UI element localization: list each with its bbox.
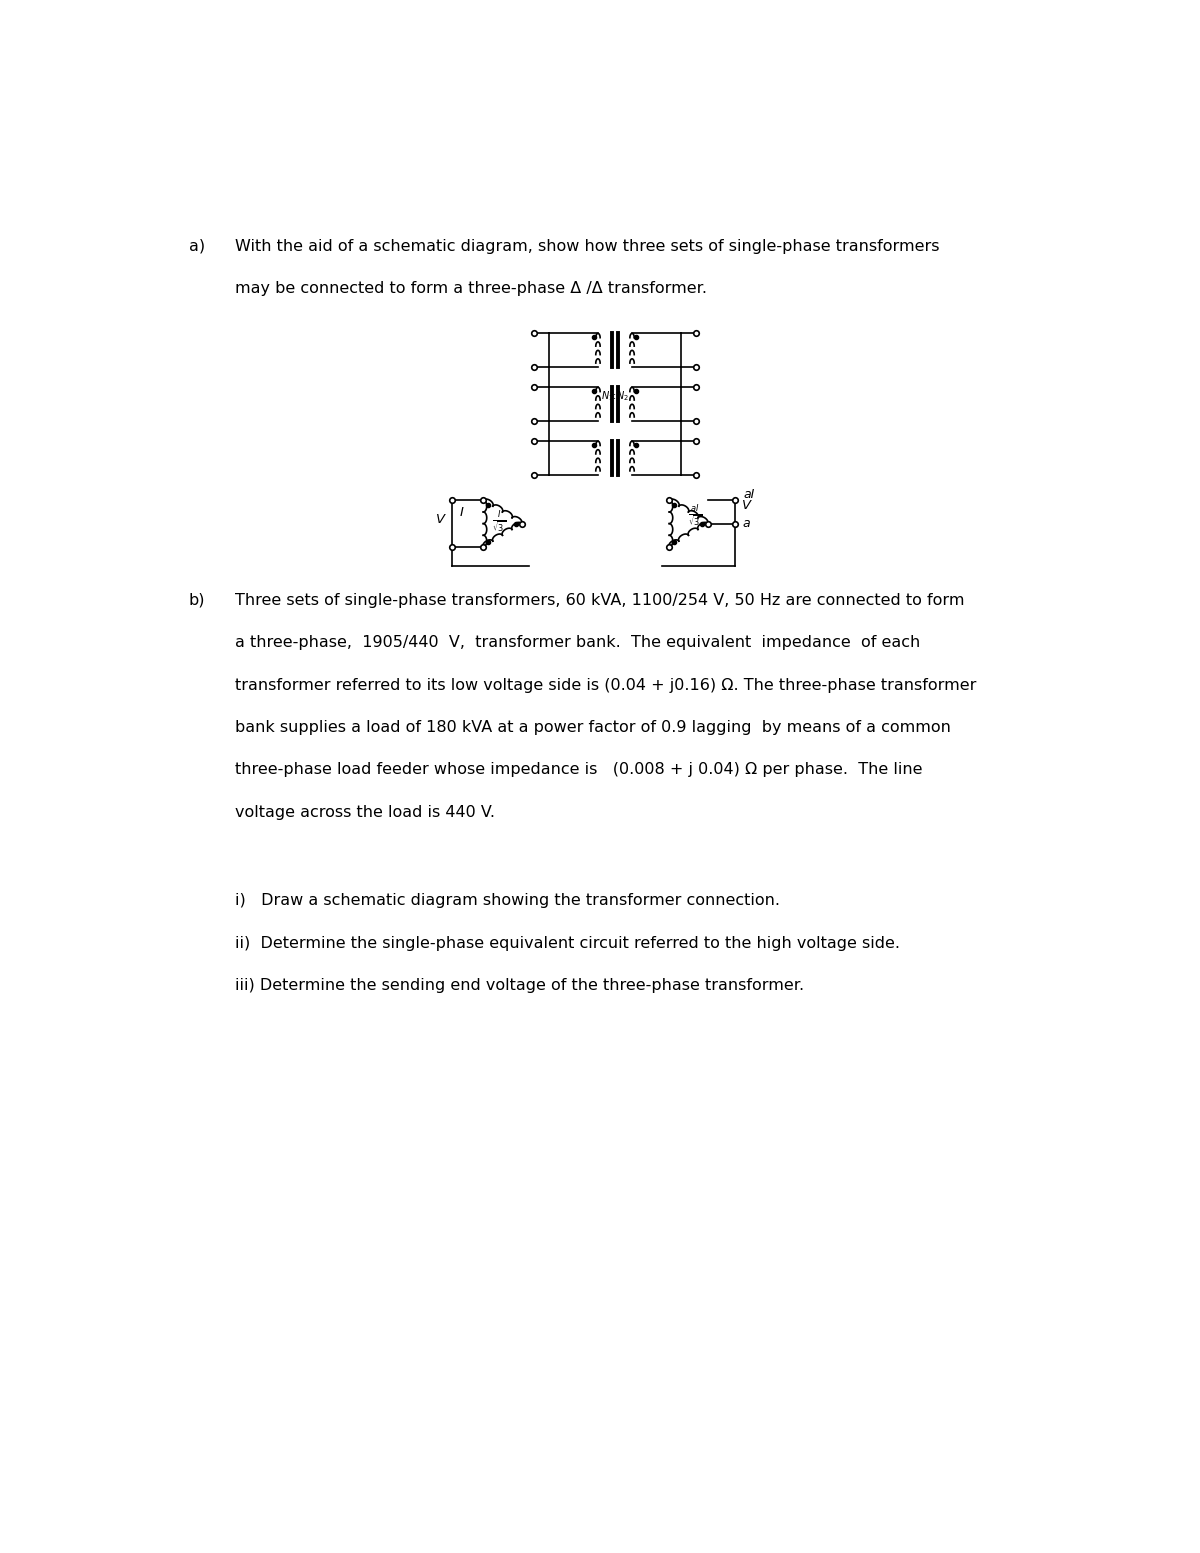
Text: V: V: [436, 514, 445, 526]
Text: transformer referred to its low voltage side is (0.04 + j0.16) Ω. The three-phas: transformer referred to its low voltage …: [235, 677, 977, 693]
Text: a): a): [188, 239, 205, 253]
Text: ii)  Determine the single-phase equivalent circuit referred to the high voltage : ii) Determine the single-phase equivalen…: [235, 935, 900, 950]
Text: i)   Draw a schematic diagram showing the transformer connection.: i) Draw a schematic diagram showing the …: [235, 893, 780, 909]
Text: voltage across the load is 440 V.: voltage across the load is 440 V.: [235, 804, 496, 820]
Text: I: I: [460, 506, 463, 519]
Text: Three sets of single-phase transformers, 60 kVA, 1100/254 V, 50 Hz are connected: Three sets of single-phase transformers,…: [235, 593, 965, 607]
Text: a three-phase,  1905/440  V,  transformer bank.  The equivalent  impedance  of e: a three-phase, 1905/440 V, transformer b…: [235, 635, 920, 651]
Text: $N_1$:$N_2$: $N_1$:$N_2$: [601, 390, 629, 404]
Text: $\frac{aI}{\sqrt{3}}$: $\frac{aI}{\sqrt{3}}$: [688, 503, 702, 528]
Text: iii) Determine the sending end voltage of the three-phase transformer.: iii) Determine the sending end voltage o…: [235, 978, 804, 992]
Text: bank supplies a load of 180 kVA at a power factor of 0.9 lagging  by means of a : bank supplies a load of 180 kVA at a pow…: [235, 721, 952, 735]
Text: $\frac{I}{\sqrt{3}}$: $\frac{I}{\sqrt{3}}$: [492, 509, 505, 534]
Text: V: V: [742, 500, 751, 512]
Text: three-phase load feeder whose impedance is   (0.008 + j 0.04) Ω per phase.  The : three-phase load feeder whose impedance …: [235, 763, 923, 778]
Text: a: a: [743, 517, 750, 530]
Text: may be connected to form a three-phase Δ /Δ transformer.: may be connected to form a three-phase Δ…: [235, 281, 707, 297]
Text: b): b): [188, 593, 205, 607]
Text: With the aid of a schematic diagram, show how three sets of single-phase transfo: With the aid of a schematic diagram, sho…: [235, 239, 940, 253]
Text: aI: aI: [743, 488, 755, 500]
